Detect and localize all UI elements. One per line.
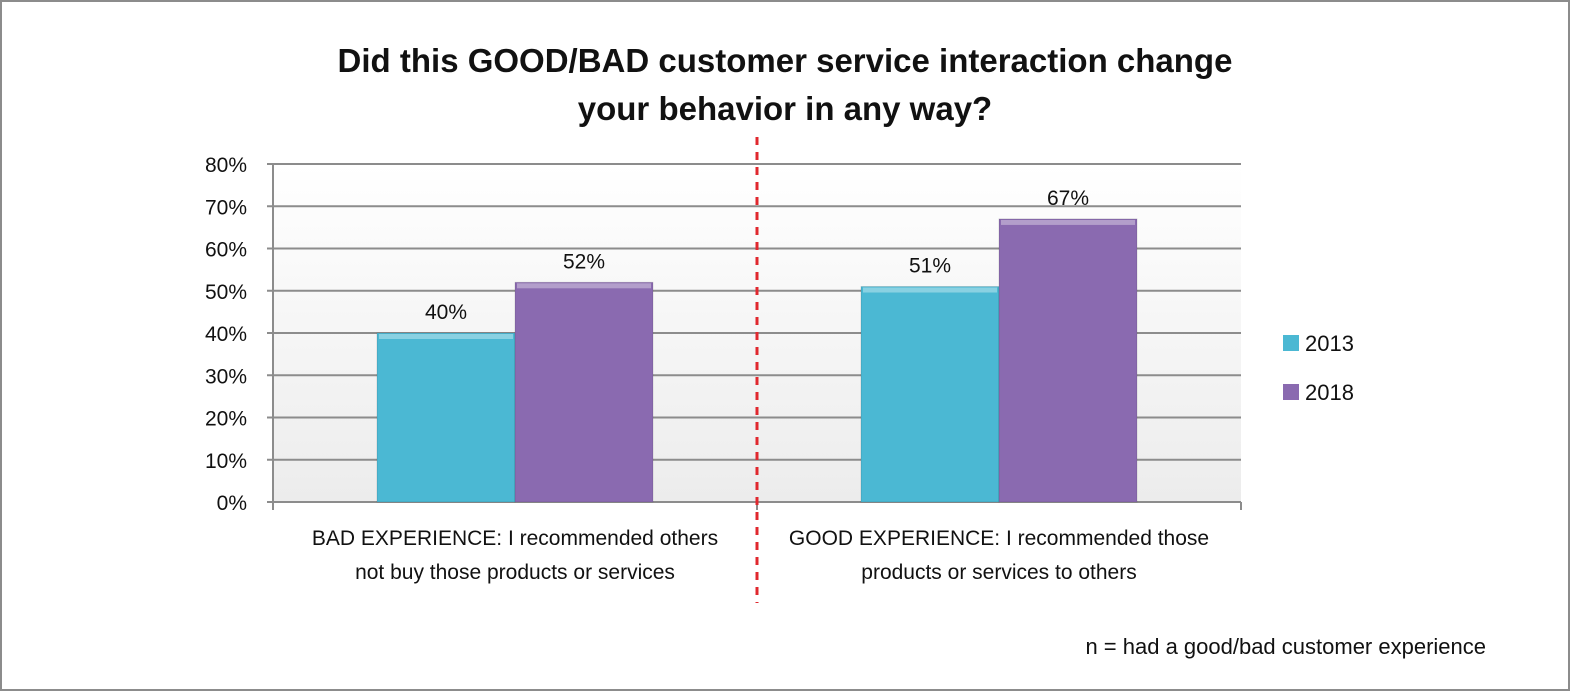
y-tick-label: 20% <box>205 408 247 431</box>
legend-label-2013: 2013 <box>1305 331 1354 356</box>
bar-2013-cat-0 <box>377 333 515 502</box>
bar-highlight-2018-cat-0 <box>517 283 651 288</box>
data-label-2013-cat-1: 51% <box>909 255 951 278</box>
data-label-2013-cat-0: 40% <box>425 301 467 324</box>
category-label-bad-line-1: BAD EXPERIENCE: I recommended others <box>312 527 718 550</box>
legend-swatch-2013 <box>1283 335 1299 351</box>
bar-highlight-2013-cat-1 <box>863 288 997 293</box>
legend: 2013 2018 <box>1283 331 1354 405</box>
bar-2018-cat-0 <box>515 282 653 502</box>
y-tick-label: 0% <box>217 492 247 515</box>
bar-chart: Did this GOOD/BAD customer service inter… <box>0 0 1570 691</box>
data-label-2018-cat-0: 52% <box>563 250 605 273</box>
bar-2013-cat-1 <box>861 287 999 502</box>
y-tick-label: 10% <box>205 450 247 473</box>
bar-highlight-2018-cat-1 <box>1001 220 1135 225</box>
y-tick-label: 70% <box>205 196 247 219</box>
category-label-good-line-2: products or services to others <box>861 561 1136 584</box>
sample-note: n = had a good/bad customer experience <box>1085 634 1486 659</box>
legend-label-2018: 2018 <box>1305 380 1354 405</box>
category-label-bad-line-2: not buy those products or services <box>355 561 675 584</box>
data-label-2018-cat-1: 67% <box>1047 187 1089 210</box>
chart-title-line-2: your behavior in any way? <box>578 90 992 127</box>
chart-title-line-1: Did this GOOD/BAD customer service inter… <box>338 42 1233 79</box>
bar-highlight-2013-cat-0 <box>379 334 513 339</box>
y-tick-label: 80% <box>205 154 247 177</box>
y-tick-label: 30% <box>205 365 247 388</box>
y-tick-label: 60% <box>205 239 247 262</box>
category-label-good-line-1: GOOD EXPERIENCE: I recommended those <box>789 527 1209 550</box>
y-tick-label: 40% <box>205 323 247 346</box>
bar-2018-cat-1 <box>999 219 1137 502</box>
legend-swatch-2018 <box>1283 384 1299 400</box>
y-tick-label: 50% <box>205 281 247 304</box>
